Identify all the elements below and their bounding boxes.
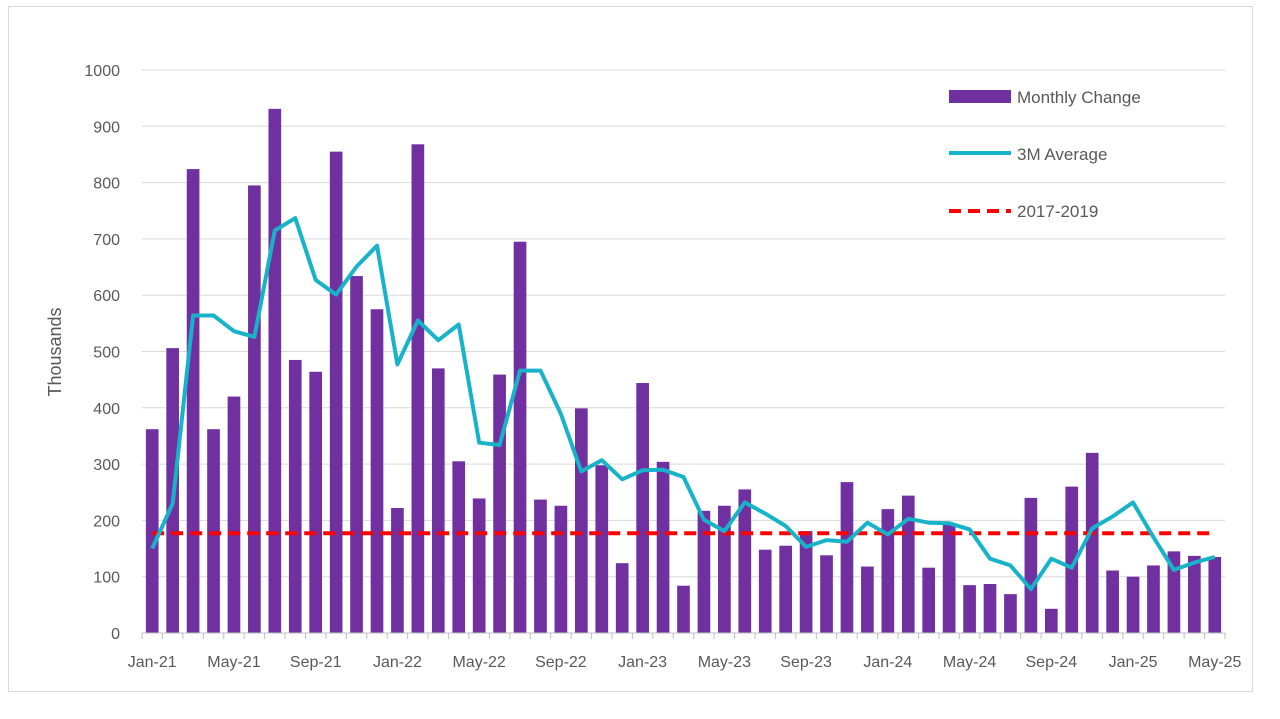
bar	[1188, 555, 1201, 633]
bar	[513, 241, 527, 633]
bar	[350, 276, 363, 633]
bar	[288, 359, 302, 633]
x-tick-label: Jan-22	[373, 654, 422, 671]
bar	[942, 524, 956, 633]
bar	[881, 509, 895, 633]
y-tick-label: 100	[93, 570, 120, 587]
y-tick-label: 700	[93, 232, 120, 249]
bar	[227, 396, 241, 633]
bar	[758, 549, 772, 633]
y-tick-label: 1000	[84, 63, 120, 80]
y-tick-label: 200	[93, 513, 120, 530]
x-tick-label: Jan-25	[1109, 654, 1158, 671]
legend-label-monthly-change: Monthly Change	[1017, 88, 1141, 107]
line-3m-average	[150, 216, 1216, 592]
bar	[1065, 486, 1079, 633]
y-tick-label: 300	[93, 457, 120, 474]
bar	[329, 151, 343, 633]
x-tick-label: May-21	[207, 654, 260, 671]
y-tick-label: 900	[93, 119, 120, 136]
bar	[534, 499, 547, 633]
y-tick-label: 600	[93, 288, 120, 305]
bar	[1208, 556, 1222, 633]
bar	[922, 567, 936, 633]
y-tick-label: 800	[93, 176, 120, 193]
bar	[738, 489, 752, 633]
bar	[799, 531, 813, 633]
bar	[820, 555, 833, 633]
x-tick-label: May-25	[1188, 654, 1241, 671]
bar	[248, 185, 261, 634]
bar	[574, 408, 588, 633]
bar	[840, 482, 854, 633]
x-tick-label: Sep-21	[290, 654, 342, 671]
bar	[636, 383, 649, 633]
x-tick-label: Sep-22	[535, 654, 587, 671]
bar	[1004, 594, 1017, 633]
bar	[493, 374, 506, 633]
bar	[1085, 452, 1099, 633]
x-tick-label: May-22	[452, 654, 505, 671]
bar	[983, 584, 997, 633]
bar	[615, 563, 629, 633]
bar	[411, 144, 425, 634]
y-axis-title: Thousands	[45, 307, 65, 396]
legend-label-2017-2019: 2017-2019	[1017, 202, 1098, 221]
bar	[554, 505, 568, 633]
bar	[963, 585, 976, 633]
y-tick-label: 500	[93, 345, 120, 362]
bar	[901, 495, 915, 633]
bar	[861, 566, 874, 633]
bar	[309, 371, 323, 633]
bar	[1044, 608, 1058, 633]
bar	[1024, 497, 1038, 633]
bar	[472, 498, 486, 633]
bar	[1147, 565, 1160, 633]
x-tick-label: Sep-23	[780, 654, 832, 671]
gridlines	[142, 69, 1225, 578]
bar-series-monthly-change	[145, 108, 1222, 634]
x-axis-ticks: Jan-21 May-21 Sep-21 Jan-22 May-22 Sep-22 Jan-…	[128, 654, 1242, 671]
x-tick-label: May-23	[698, 654, 751, 671]
bar	[186, 169, 200, 633]
bar	[391, 508, 404, 633]
bar	[779, 545, 793, 633]
bar	[1126, 576, 1140, 633]
y-tick-label: 400	[93, 401, 120, 418]
legend-label-3m-average: 3M Average	[1017, 145, 1107, 164]
bar	[656, 461, 670, 633]
bar	[452, 461, 466, 633]
bar	[677, 585, 690, 633]
legend-swatch-monthly-change	[949, 90, 1011, 103]
bar	[595, 465, 609, 633]
bar	[145, 429, 159, 633]
bar	[370, 309, 384, 633]
line-series-3m-average	[150, 216, 1216, 592]
y-axis-ticks: 0 100 200 300 400 500 600 700 800 900 1000	[84, 63, 120, 643]
bar	[207, 429, 220, 633]
bar	[1106, 570, 1119, 633]
x-tick-label: May-24	[943, 654, 996, 671]
bar	[1167, 551, 1181, 633]
bar	[697, 510, 711, 633]
x-tick-label: Jan-24	[863, 654, 912, 671]
y-tick-label: 0	[111, 626, 120, 643]
x-tick-label: Jan-21	[128, 654, 177, 671]
x-tick-label: Jan-23	[618, 654, 667, 671]
bar	[431, 368, 445, 633]
bar	[718, 505, 731, 633]
x-tick-label: Sep-24	[1026, 654, 1078, 671]
legend: Monthly Change 3M Average 2017-2019	[949, 88, 1141, 221]
x-axis	[141, 632, 1226, 639]
bar	[268, 108, 282, 634]
